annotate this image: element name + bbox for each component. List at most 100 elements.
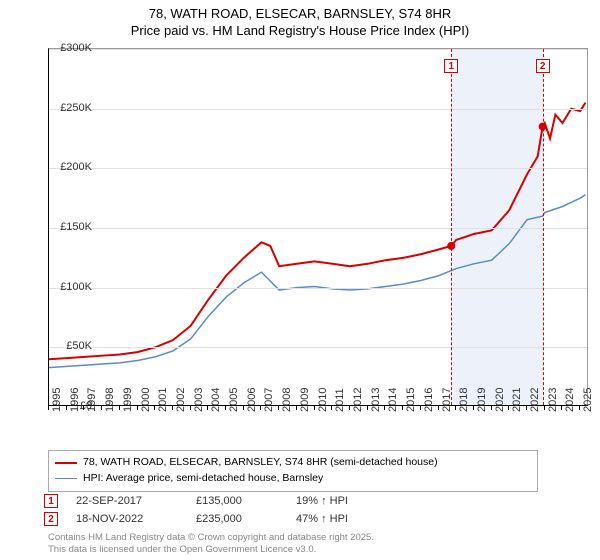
x-tick <box>349 406 350 410</box>
x-tick <box>402 406 403 410</box>
footer-attribution: Contains HM Land Registry data © Crown c… <box>48 532 374 557</box>
x-tick <box>190 406 191 410</box>
x-tick <box>544 406 545 410</box>
x-axis-label: 2003 <box>193 388 205 412</box>
marker-table-pct: 19% ↑ HPI <box>296 495 396 507</box>
series-line <box>49 103 585 360</box>
x-tick <box>491 406 492 410</box>
marker-table-row: 122-SEP-2017£135,00019% ↑ HPI <box>44 492 396 510</box>
x-tick <box>367 406 368 410</box>
x-tick <box>154 406 155 410</box>
x-axis-label: 2000 <box>140 388 152 412</box>
chart-container: 78, WATH ROAD, ELSECAR, BARNSLEY, S74 8H… <box>0 0 600 560</box>
x-tick <box>225 406 226 410</box>
gridline-h <box>49 168 587 169</box>
x-axis-label: 2005 <box>228 388 240 412</box>
marker-box: 2 <box>536 59 550 73</box>
legend: 78, WATH ROAD, ELSECAR, BARNSLEY, S74 8H… <box>48 450 538 492</box>
x-axis-label: 1996 <box>69 388 81 412</box>
x-tick <box>526 406 527 410</box>
x-tick <box>48 406 49 410</box>
marker-table-date: 22-SEP-2017 <box>76 495 196 507</box>
marker-table-row: 2 18-NOV-2022£235,00047% ↑ HPI <box>44 510 396 528</box>
marker-vline <box>543 49 544 405</box>
x-tick <box>455 406 456 410</box>
plot-region: 12 <box>48 48 588 406</box>
x-tick <box>207 406 208 410</box>
x-tick <box>561 406 562 410</box>
x-axis-label: 1998 <box>104 388 116 412</box>
x-axis-label: 2020 <box>494 388 506 412</box>
marker-box: 1 <box>444 59 458 73</box>
x-tick <box>101 406 102 410</box>
marker-table-box: 2 <box>44 512 58 526</box>
legend-label: HPI: Average price, semi-detached house,… <box>83 471 323 487</box>
marker-table-box: 1 <box>44 494 58 508</box>
sale-marker-table: 122-SEP-2017£135,00019% ↑ HPI218-NOV-202… <box>44 492 396 528</box>
x-tick <box>83 406 84 410</box>
y-axis-label: £150K <box>52 221 92 233</box>
gridline-h <box>49 347 587 348</box>
x-tick <box>137 406 138 410</box>
x-tick <box>473 406 474 410</box>
x-tick <box>384 406 385 410</box>
y-axis-label: £50K <box>52 340 92 352</box>
x-axis-label: 2021 <box>511 388 523 412</box>
marker-table-date: 18-NOV-2022 <box>76 513 196 525</box>
x-axis-label: 2010 <box>317 388 329 412</box>
x-tick <box>438 406 439 410</box>
gridline-h <box>49 49 587 50</box>
x-tick <box>66 406 67 410</box>
x-tick <box>296 406 297 410</box>
x-axis-label: 1999 <box>122 388 134 412</box>
x-tick <box>172 406 173 410</box>
legend-item: HPI: Average price, semi-detached house,… <box>55 471 531 487</box>
legend-swatch <box>55 462 77 464</box>
x-axis-label: 2012 <box>352 388 364 412</box>
x-axis-label: 2009 <box>299 388 311 412</box>
x-tick <box>119 406 120 410</box>
x-tick <box>278 406 279 410</box>
x-tick <box>314 406 315 410</box>
x-axis-label: 2024 <box>564 388 576 412</box>
y-axis-label: £100K <box>52 281 92 293</box>
y-axis-label: £200K <box>52 161 92 173</box>
x-axis-label: 2019 <box>476 388 488 412</box>
marker-table-pct: 47% ↑ HPI <box>296 513 396 525</box>
x-axis-label: 2002 <box>175 388 187 412</box>
x-axis-label: 2025 <box>582 388 594 412</box>
x-tick <box>331 406 332 410</box>
legend-swatch <box>55 478 77 479</box>
x-tick <box>243 406 244 410</box>
chart-area: 12 £0£50K£100K£150K£200K£250K£300K199519… <box>48 48 588 428</box>
gridline-h <box>49 288 587 289</box>
series-line <box>49 195 585 368</box>
x-axis-label: 2018 <box>458 388 470 412</box>
x-axis-label: 2016 <box>423 388 435 412</box>
x-axis-label: 2014 <box>387 388 399 412</box>
chart-title: 78, WATH ROAD, ELSECAR, BARNSLEY, S74 8H… <box>0 0 600 40</box>
x-tick <box>420 406 421 410</box>
title-line-2: Price paid vs. HM Land Registry's House … <box>131 23 469 38</box>
x-axis-label: 2004 <box>210 388 222 412</box>
x-axis-label: 1995 <box>51 388 63 412</box>
x-axis-label: 2011 <box>334 388 346 412</box>
x-axis-label: 2023 <box>547 388 559 412</box>
marker-table-price: £235,000 <box>196 513 296 525</box>
legend-item: 78, WATH ROAD, ELSECAR, BARNSLEY, S74 8H… <box>55 455 531 471</box>
x-axis-label: 2001 <box>157 388 169 412</box>
x-axis-label: 1997 <box>86 388 98 412</box>
x-tick <box>508 406 509 410</box>
legend-label: 78, WATH ROAD, ELSECAR, BARNSLEY, S74 8H… <box>83 455 438 471</box>
footer-line-2: This data is licensed under the Open Gov… <box>48 544 316 555</box>
marker-vline <box>451 49 452 405</box>
y-axis-label: £300K <box>52 42 92 54</box>
x-tick <box>260 406 261 410</box>
footer-line-1: Contains HM Land Registry data © Crown c… <box>48 532 374 543</box>
x-axis-label: 2006 <box>246 388 258 412</box>
x-axis-label: 2008 <box>281 388 293 412</box>
x-axis-label: 2017 <box>441 388 453 412</box>
gridline-h <box>49 109 587 110</box>
title-line-1: 78, WATH ROAD, ELSECAR, BARNSLEY, S74 8H… <box>149 6 451 21</box>
x-axis-label: 2015 <box>405 388 417 412</box>
